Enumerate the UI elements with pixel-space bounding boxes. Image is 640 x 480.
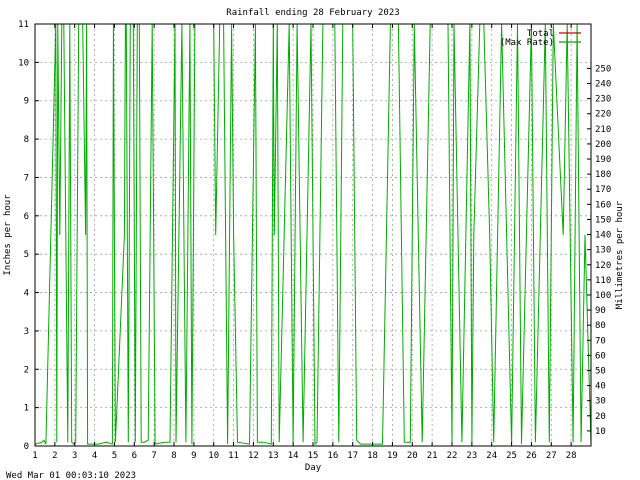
y-tick-label: 9 [24, 97, 29, 107]
x-tick-label: 3 [72, 451, 77, 461]
x-tick-label: 2 [52, 451, 57, 461]
y-tick-label: 4 [24, 289, 29, 299]
y-right-tick-label: 250 [595, 64, 611, 74]
y-tick-label: 2 [24, 365, 29, 375]
y-right-tick-label: 10 [595, 427, 606, 437]
x-tick-label: 11 [228, 451, 239, 461]
y-right-tick-label: 180 [595, 170, 611, 180]
chart-title: Rainfall ending 28 February 2023 [226, 8, 399, 18]
tick-marks [34, 23, 591, 447]
y-right-tick-label: 190 [595, 155, 611, 165]
x-tick-label: 18 [367, 451, 378, 461]
x-tick-label: 13 [268, 451, 279, 461]
x-tick-label: 23 [466, 451, 477, 461]
x-tick-label: 26 [526, 451, 537, 461]
x-tick-label: 21 [427, 451, 438, 461]
x-tick-label: 1 [32, 451, 37, 461]
y-right-tick-label: 170 [595, 185, 611, 195]
x-tick-label: 8 [171, 451, 176, 461]
series-line-max-rate [34, 23, 592, 446]
y-tick-label: 3 [24, 327, 29, 337]
y-tick-label: 6 [24, 212, 29, 222]
y-right-tick-label: 150 [595, 215, 611, 225]
x-tick-label: 9 [191, 451, 196, 461]
legend-label-total: Total [527, 29, 554, 39]
y-right-tick-label: 30 [595, 397, 606, 407]
x-tick-label: 14 [288, 451, 299, 461]
y-tick-label: 0 [24, 442, 29, 452]
x-tick-label: 22 [447, 451, 458, 461]
x-tick-label: 16 [327, 451, 338, 461]
x-tick-label: 24 [486, 451, 497, 461]
y-tick-label: 5 [24, 250, 29, 260]
y-tick-label: 8 [24, 135, 29, 145]
y-right-tick-label: 130 [595, 246, 611, 256]
x-tick-label: 6 [132, 451, 137, 461]
y-right-tick-label: 50 [595, 366, 606, 376]
x-axis-label: Day [305, 463, 322, 473]
y-tick-label: 11 [18, 20, 29, 30]
x-tick-label: 20 [407, 451, 418, 461]
y-right-tick-label: 80 [595, 321, 606, 331]
legend: Total (Max Rate) [500, 29, 581, 48]
y-right-tick-label: 220 [595, 110, 611, 120]
y-right-tick-label: 110 [595, 276, 611, 286]
y-right-tick-label: 70 [595, 336, 606, 346]
y-right-tick-label: 160 [595, 200, 611, 210]
y-tick-label: 7 [24, 173, 29, 183]
y-axis-label-left: Inches per hour [3, 194, 13, 276]
x-tick-label: 17 [347, 451, 358, 461]
x-tick-label: 7 [151, 451, 156, 461]
y-tick-label: 10 [18, 58, 29, 68]
x-tick-label: 19 [387, 451, 398, 461]
y-right-tick-label: 120 [595, 261, 611, 271]
x-tick-label: 25 [506, 451, 517, 461]
tick-labels: 1 2 3 4 5 6 7 8 9 10 11 12 13 14 15 16 17 18 19 20 21 22 23 24 2… [18, 20, 611, 461]
x-tick-label: 4 [92, 451, 97, 461]
x-tick-label: 15 [308, 451, 319, 461]
y-right-tick-label: 20 [595, 412, 606, 422]
x-tick-label: 5 [112, 451, 117, 461]
y-right-tick-label: 90 [595, 306, 606, 316]
y-right-tick-label: 140 [595, 231, 611, 241]
y-right-tick-label: 210 [595, 125, 611, 135]
x-tick-label: 27 [546, 451, 557, 461]
legend-label-max-rate: (Max Rate) [500, 38, 554, 48]
y-right-tick-label: 60 [595, 351, 606, 361]
y-right-tick-label: 40 [595, 382, 606, 392]
y-right-tick-label: 200 [595, 140, 611, 150]
y-right-tick-label: 100 [595, 291, 611, 301]
x-tick-label: 10 [208, 451, 219, 461]
footer-timestamp: Wed Mar 01 00:03:10 2023 [6, 471, 136, 480]
series-layer [34, 23, 592, 446]
y-tick-label: 1 [24, 404, 29, 414]
y-axis-label-right: Millimetres per hour [615, 200, 625, 309]
x-tick-label: 12 [248, 451, 259, 461]
y-right-tick-label: 240 [595, 80, 611, 90]
y-right-tick-label: 230 [595, 95, 611, 105]
x-tick-label: 28 [566, 451, 577, 461]
